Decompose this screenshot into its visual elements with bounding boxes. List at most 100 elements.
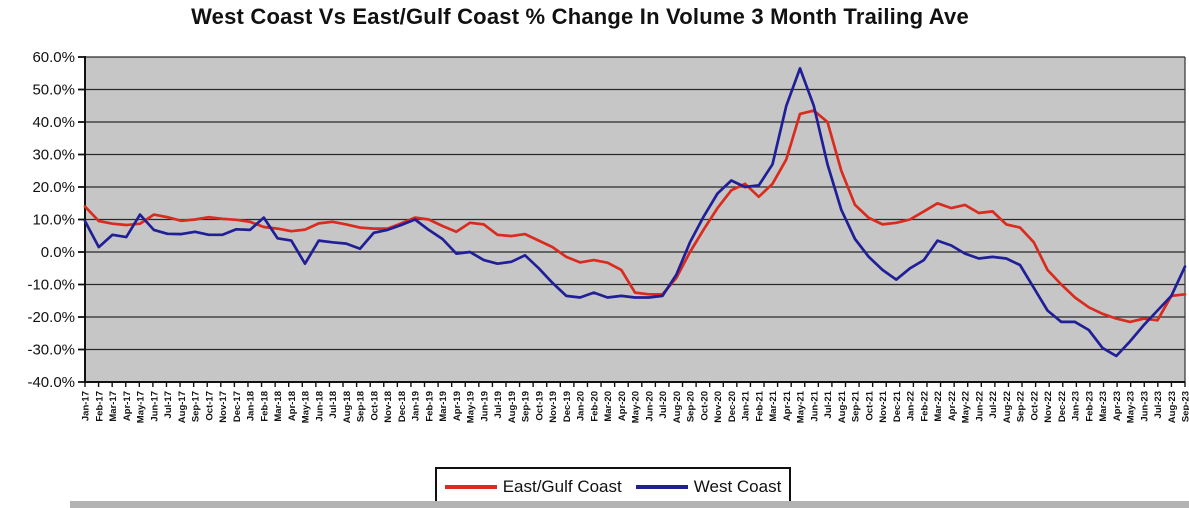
x-tick-label: Jun-21 <box>809 390 820 421</box>
x-tick-label: Dec-18 <box>397 391 408 422</box>
x-tick-label: Aug-19 <box>507 391 518 423</box>
x-tick-label: Jan-22 <box>906 391 917 421</box>
x-tick-label: Dec-19 <box>562 391 573 422</box>
legend-box: East/Gulf Coast West Coast <box>435 467 791 507</box>
x-tick-label: Feb-19 <box>424 391 435 422</box>
x-tick-label: Mar-21 <box>768 390 779 421</box>
x-tick-label: Apr-18 <box>287 391 298 421</box>
x-tick-label: Oct-21 <box>864 390 875 420</box>
x-tick-label: Aug-20 <box>672 391 683 423</box>
x-tick-label: Jul-17 <box>163 391 174 418</box>
x-tick-label: Sep-19 <box>521 391 532 422</box>
x-tick-label: May-18 <box>301 391 312 423</box>
x-tick-label: Apr-20 <box>617 391 628 421</box>
legend-line-swatch-icon <box>444 485 497 489</box>
x-tick-label: Sep-23 <box>1181 391 1189 422</box>
x-tick-label: Nov-20 <box>713 391 724 423</box>
x-tick-label: Mar-20 <box>603 391 614 422</box>
x-tick-label: Oct-17 <box>204 391 215 421</box>
x-tick-label: Jul-19 <box>493 391 504 418</box>
series-line-east-gulf-coast <box>83 109 1187 324</box>
legend-line-swatch-icon <box>635 485 688 489</box>
x-tick-label: May-23 <box>1126 391 1137 423</box>
y-tick-label: 30.0% <box>32 147 75 164</box>
x-tick-label: Aug-22 <box>1002 391 1013 423</box>
x-tick-label: Oct-18 <box>369 391 380 421</box>
x-tick-label: Mar-18 <box>273 391 284 422</box>
legend-item-west-coast: West Coast <box>635 477 782 497</box>
series-line-west-coast <box>83 67 1187 358</box>
y-tick-label: -30.0% <box>27 342 75 359</box>
x-tick-label: Apr-23 <box>1112 391 1123 421</box>
x-tick-label: Jul-22 <box>988 391 999 418</box>
x-tick-label: Oct-19 <box>534 391 545 421</box>
x-tick-label: Jan-20 <box>576 391 587 421</box>
x-tick-label: Mar-17 <box>108 391 119 422</box>
x-tick-label: Apr-21 <box>782 390 793 421</box>
x-tick-label: Feb-23 <box>1084 391 1095 422</box>
legend-item-east-gulf-coast: East/Gulf Coast <box>444 477 622 497</box>
y-tick-label: -10.0% <box>27 277 75 294</box>
legend-label: East/Gulf Coast <box>502 477 622 496</box>
x-tick-label: Jan-23 <box>1071 391 1082 421</box>
y-tick-label: 10.0% <box>32 212 75 229</box>
x-tick-label: Feb-17 <box>94 391 105 422</box>
y-tick-label: -40.0% <box>27 374 75 391</box>
x-tick-label: Jan-19 <box>411 391 422 421</box>
x-tick-label: Feb-21 <box>754 390 765 421</box>
x-tick-label: May-22 <box>961 391 972 423</box>
x-tick-label: Aug-17 <box>177 391 188 423</box>
legend-label: West Coast <box>693 477 782 496</box>
x-tick-label: Oct-20 <box>699 391 710 421</box>
x-tick-label: Mar-19 <box>438 391 449 422</box>
x-tick-label: Nov-19 <box>548 391 559 423</box>
x-tick-label: Jul-23 <box>1153 391 1164 418</box>
x-tick-label: Jan-21 <box>741 390 752 421</box>
x-tick-label: Sep-21 <box>851 390 862 422</box>
x-tick-label: Sep-18 <box>356 391 367 422</box>
x-tick-label: Jan-18 <box>246 391 257 421</box>
x-tick-label: May-20 <box>631 391 642 423</box>
x-tick-label: Mar-23 <box>1098 391 1109 422</box>
x-tick-label: Dec-17 <box>232 391 243 422</box>
x-tick-label: Nov-17 <box>218 391 229 423</box>
x-tick-label: Jun-20 <box>644 391 655 422</box>
x-tick-label: Jun-17 <box>149 391 160 422</box>
x-tick-label: Jul-18 <box>328 391 339 418</box>
y-tick-label: 20.0% <box>32 179 75 196</box>
x-tick-label: Jul-20 <box>658 391 669 418</box>
x-tick-label: May-21 <box>796 390 807 423</box>
x-tick-label: Nov-21 <box>878 390 889 422</box>
y-tick-label: -20.0% <box>27 309 75 326</box>
y-tick-label: 0.0% <box>41 244 75 261</box>
x-tick-label: Aug-18 <box>342 391 353 423</box>
x-tick-label: May-19 <box>466 391 477 423</box>
x-tick-label: Feb-20 <box>589 391 600 422</box>
x-tick-label: Aug-21 <box>837 390 848 423</box>
x-tick-label: Jan-17 <box>81 391 92 421</box>
y-tick-label: 50.0% <box>32 82 75 99</box>
x-tick-label: Sep-20 <box>686 391 697 422</box>
x-tick-label: Nov-22 <box>1043 391 1054 423</box>
x-tick-label: Aug-23 <box>1167 391 1178 423</box>
x-tick-label: Jun-23 <box>1139 391 1150 422</box>
x-tick-label: Nov-18 <box>383 391 394 423</box>
x-tick-label: Feb-22 <box>919 391 930 422</box>
x-tick-label: Apr-19 <box>452 391 463 421</box>
x-tick-label: Dec-20 <box>727 391 738 422</box>
x-tick-label: Sep-22 <box>1016 391 1027 422</box>
x-tick-label: Feb-18 <box>259 391 270 422</box>
x-tick-label: Sep-17 <box>191 391 202 422</box>
y-tick-label: 40.0% <box>32 114 75 131</box>
x-tick-label: Jul-21 <box>823 390 834 418</box>
x-tick-label: Apr-17 <box>122 391 133 421</box>
x-tick-label: Jun-18 <box>314 391 325 422</box>
x-tick-label: Jun-22 <box>974 391 985 422</box>
x-tick-label: Apr-22 <box>947 391 958 421</box>
x-tick-label: Dec-22 <box>1057 391 1068 422</box>
bottom-strip <box>70 501 1189 508</box>
y-tick-label: 60.0% <box>32 49 75 66</box>
x-tick-label: Oct-22 <box>1029 391 1040 421</box>
